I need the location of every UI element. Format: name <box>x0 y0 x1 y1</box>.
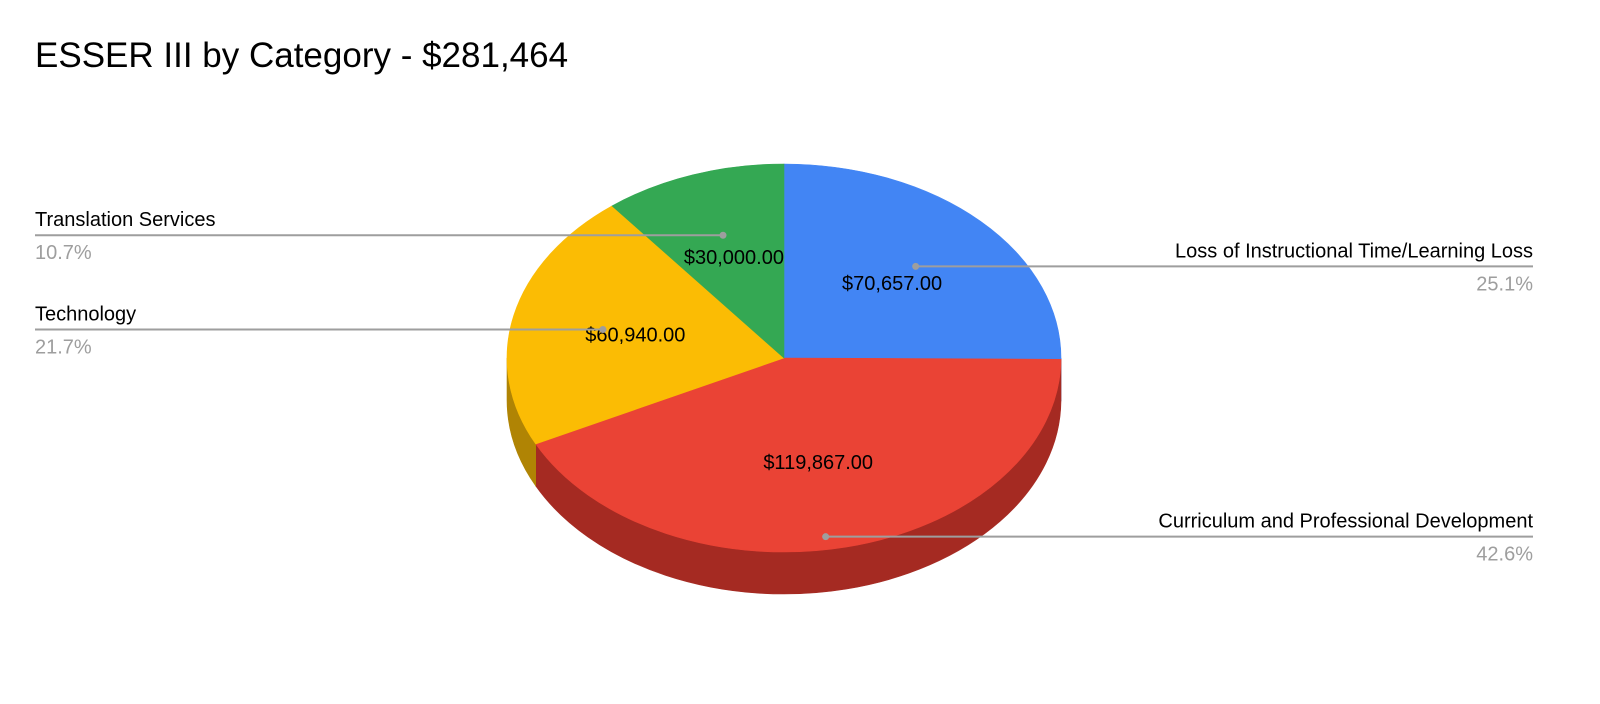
slice-percent-label: 42.6% <box>1476 544 1533 566</box>
slice-percent-label: 10.7% <box>35 242 92 264</box>
slice-category-label: Curriculum and Professional Development <box>1158 511 1533 533</box>
pie-slice-0 <box>783 163 1062 360</box>
pie-slices <box>506 163 1062 553</box>
pie-slice-1 <box>535 357 1062 553</box>
leader-dot <box>599 326 607 334</box>
slice-percent-label: 21.7% <box>35 337 92 359</box>
leader-dot <box>719 231 727 239</box>
leader-dot <box>822 533 830 541</box>
slice-value-label: $60,940.00 <box>585 325 685 347</box>
slice-value-label: $119,867.00 <box>763 452 873 474</box>
chart-title: ESSER III by Category - $281,464 <box>35 36 569 75</box>
slice-value-label: $30,000.00 <box>684 247 784 269</box>
slice-leader-labels: Loss of Instructional Time/Learning Loss… <box>35 209 1533 566</box>
slice-category-label: Loss of Instructional Time/Learning Loss <box>1175 240 1533 262</box>
pie-slice-3 <box>611 163 785 359</box>
leader-dot <box>912 262 920 270</box>
slice-category-label: Technology <box>35 304 136 326</box>
slice-value-label: $70,657.00 <box>842 273 942 295</box>
pie-slice-2 <box>506 205 785 445</box>
slice-category-label: Translation Services <box>35 209 215 231</box>
slice-percent-label: 25.1% <box>1476 273 1533 295</box>
slice-value-labels: $70,657.00 $119,867.00 $60,940.00 $30,000.0… <box>585 247 942 474</box>
